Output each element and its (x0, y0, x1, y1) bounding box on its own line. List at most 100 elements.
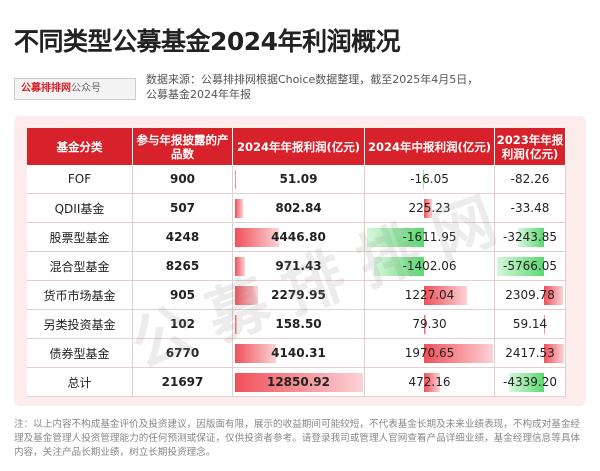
table-cell: 债券型基金 (27, 339, 133, 368)
data-bar (497, 257, 545, 276)
cell-text: -1402.06 (402, 259, 457, 273)
logo-brand: 公募排排网 (21, 83, 71, 94)
cell-text: 51.09 (279, 172, 318, 186)
data-bar (517, 228, 545, 247)
table-cell: 900 (133, 165, 233, 194)
cell-text: -82.26 (510, 172, 550, 186)
table-cell: -82.26 (495, 165, 566, 194)
cell-text: 971.43 (275, 259, 322, 273)
data-bar (235, 344, 277, 363)
cell-text: 2309.78 (505, 288, 555, 302)
cell-text: 混合型基金 (49, 259, 110, 274)
data-bar (235, 199, 243, 218)
cell-text: 货币市场基金 (43, 288, 116, 303)
table-cell: -5766.05 (495, 252, 566, 281)
cell-text: -33.48 (510, 201, 550, 215)
table-cell: 472.16 (365, 368, 495, 397)
cell-text: 1227.04 (404, 288, 455, 302)
table-cell: -1402.06 (365, 252, 495, 281)
cell-text: 102 (169, 317, 196, 331)
cell-text: -3243.85 (503, 230, 557, 244)
table-cell: 59.14 (495, 310, 566, 339)
table-cell: QDII基金 (27, 194, 133, 223)
data-bar (235, 373, 363, 392)
cell-text: -16.05 (410, 172, 449, 186)
table-cell: 971.43 (233, 252, 365, 281)
cell-text: FOF (67, 172, 92, 186)
table-cell: 1970.65 (365, 339, 495, 368)
table-cell: 51.09 (233, 165, 365, 194)
cell-text: 总计 (67, 375, 92, 390)
title: 不同类型公募基金2024年利润概况 (14, 27, 401, 56)
table-cell: 12850.92 (233, 368, 365, 397)
table-cell: 21697 (133, 368, 233, 397)
cell-text: -4339.20 (503, 375, 557, 389)
table-cell: 905 (133, 281, 233, 310)
table-cell: 158.50 (233, 310, 365, 339)
data-bar (235, 170, 236, 189)
cell-text: 4140.31 (271, 346, 326, 360)
table-cell: 102 (133, 310, 233, 339)
data-bar (543, 170, 545, 189)
column-header: 参与年报披露的产品数 (133, 128, 233, 165)
column-header: 2024年年报利润(亿元) (233, 128, 365, 165)
cell-text: 158.50 (275, 317, 322, 331)
table-cell: -4339.20 (495, 368, 566, 397)
data-bar (508, 373, 545, 392)
cell-text: -5766.05 (503, 259, 557, 273)
cell-text: 2417.53 (505, 346, 555, 360)
data-bar (544, 344, 564, 363)
table-cell: -33.48 (495, 194, 566, 223)
cell-text: 4248 (165, 230, 200, 244)
column-header: 2023年年报利润(亿元) (495, 128, 566, 165)
data-bar (235, 257, 245, 276)
source-line: 公募基金2024年年报 (146, 88, 251, 101)
table-cell: 802.84 (233, 194, 365, 223)
cell-text: 12850.92 (266, 375, 330, 389)
data-bar (235, 315, 237, 334)
table-cell: -16.05 (365, 165, 495, 194)
table-cell: 6770 (133, 339, 233, 368)
data-bar (423, 199, 432, 218)
column-header: 2024年中报利润(亿元) (365, 128, 495, 165)
cell-text: 股票型基金 (49, 230, 110, 245)
cell-text: -1611.95 (402, 230, 457, 244)
data-bar (423, 373, 441, 392)
cell-text: 6770 (165, 346, 200, 360)
cell-text: 4446.80 (271, 230, 326, 244)
table-cell: 225.23 (365, 194, 495, 223)
logo-suffix: 公众号 (71, 83, 101, 94)
data-bar (374, 257, 424, 276)
data-bar (423, 286, 467, 305)
data-bar (235, 286, 258, 305)
table-cell: 另类投资基金 (27, 310, 133, 339)
data-bar (235, 228, 280, 247)
data-bar (423, 315, 427, 334)
table-cell: 2279.95 (233, 281, 365, 310)
cell-text: 905 (169, 288, 196, 302)
cell-text: 1970.65 (404, 346, 455, 360)
table-cell: 8265 (133, 252, 233, 281)
data-bar (423, 344, 493, 363)
table-cell: -3243.85 (495, 223, 566, 252)
cell-text: 507 (169, 201, 196, 215)
table-cell: 混合型基金 (27, 252, 133, 281)
source: 数据来源：公募排排网根据Choice数据整理，截至2025年4月5日， 公募基金2… (146, 72, 478, 102)
cell-text: 2279.95 (271, 288, 326, 302)
cell-text: 472.16 (408, 375, 451, 389)
cell-text: 债券型基金 (49, 346, 110, 361)
table-cell: 79.30 (365, 310, 495, 339)
cell-text: QDII基金 (54, 201, 105, 216)
table-cell: 总计 (27, 368, 133, 397)
note: 注：以上内容不构成基金评价及投资建议，因版面有限，展示的收益期间可能较短，不代表… (14, 419, 581, 458)
cell-text: 21697 (161, 375, 204, 389)
table-cell: 1227.04 (365, 281, 495, 310)
table-cell: -1611.95 (365, 223, 495, 252)
cell-text: 802.84 (275, 201, 322, 215)
table-cell: 2417.53 (495, 339, 566, 368)
cell-text: 79.30 (412, 317, 447, 331)
table-cell: 4446.80 (233, 223, 365, 252)
data-bar (544, 286, 564, 305)
table-cell: 4140.31 (233, 339, 365, 368)
